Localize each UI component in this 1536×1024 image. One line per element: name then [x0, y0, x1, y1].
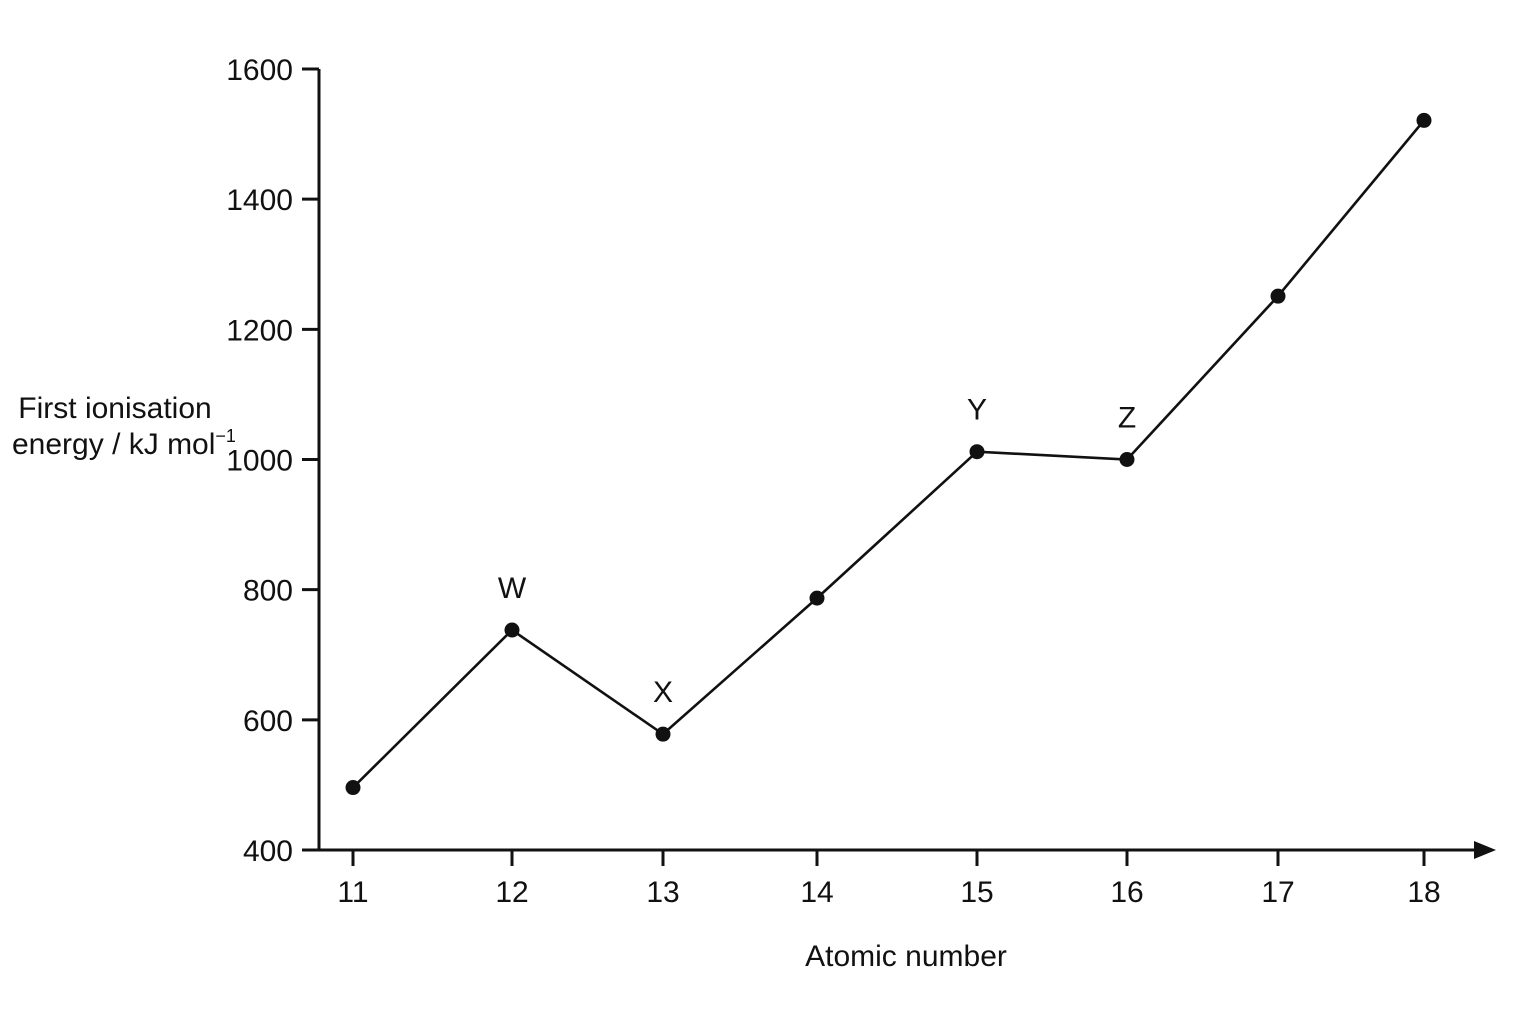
x-tick-label: 11	[337, 876, 368, 909]
point-labels: W X Y Z	[498, 394, 1136, 709]
x-axis-title: Atomic number	[805, 940, 1007, 973]
y-axis-ticks: 400 600 800 1000 1200 1400 1600	[226, 54, 319, 868]
data-point	[345, 780, 361, 796]
x-tick-label: 13	[646, 876, 679, 909]
point-label-y: Y	[967, 394, 987, 427]
x-tick-label: 15	[960, 876, 993, 909]
y-tick-label: 1600	[226, 54, 293, 87]
x-tick-label: 14	[800, 876, 833, 909]
y-axis-title-line1: First ionisation	[18, 392, 211, 425]
x-tick-label: 17	[1261, 876, 1294, 909]
y-tick-label: 1400	[226, 184, 293, 217]
y-axis-title-unit-exponent: −1	[215, 426, 236, 446]
x-tick-label: 12	[495, 876, 528, 909]
y-tick-label: 1000	[226, 445, 293, 478]
point-label-w: W	[498, 572, 527, 605]
x-axis-arrowhead	[1474, 841, 1496, 859]
y-tick-label: 400	[243, 835, 293, 868]
point-label-z: Z	[1118, 402, 1136, 435]
data-point	[809, 590, 825, 606]
x-tick-label: 18	[1407, 876, 1440, 909]
series-line	[352, 119, 1425, 789]
y-tick-label: 1200	[226, 314, 293, 347]
data-point	[1416, 112, 1432, 128]
y-axis-title-line2: energy / kJ mol−1	[12, 426, 236, 461]
y-tick-label: 600	[243, 705, 293, 738]
x-tick-label: 16	[1110, 876, 1143, 909]
y-tick-label: 800	[243, 575, 293, 608]
data-point	[1119, 452, 1135, 467]
series-layer	[345, 112, 1432, 796]
data-point	[655, 726, 671, 742]
data-point	[969, 444, 985, 460]
data-point	[504, 622, 520, 638]
data-point	[1270, 288, 1286, 304]
y-axis-title-unit: energy / kJ mol	[12, 428, 215, 461]
point-label-x: X	[653, 676, 673, 709]
x-axis-ticks: 11 12 13 14 15 16 17 18	[337, 850, 1441, 909]
